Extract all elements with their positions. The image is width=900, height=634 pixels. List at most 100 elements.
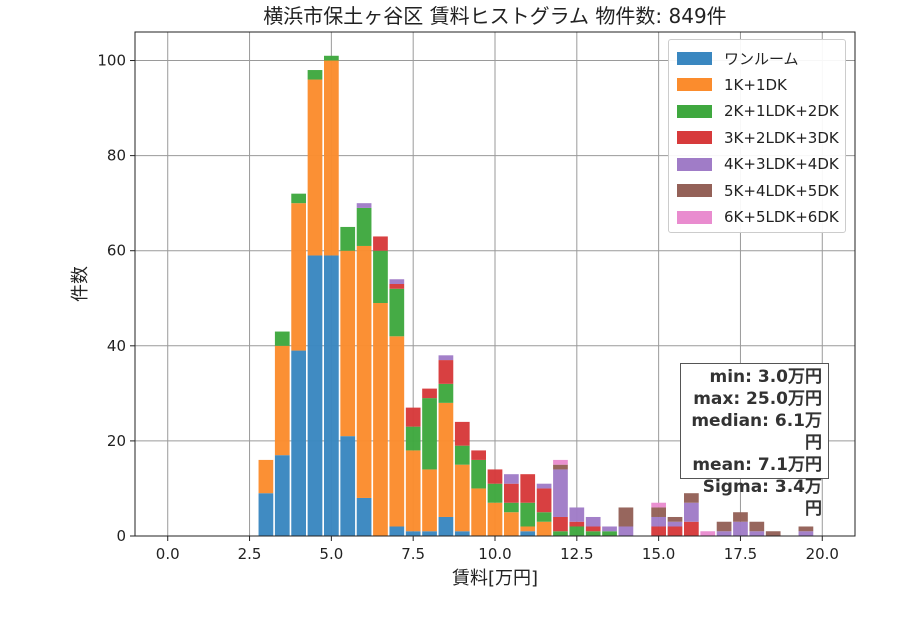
x-tick-label: 2.5 (238, 545, 262, 563)
bar-3-bin-17 (536, 488, 552, 513)
bar-1-bin-11 (438, 402, 454, 517)
bars (258, 55, 814, 537)
bar-1-bin-4 (324, 60, 339, 256)
x-tick-label: 10.0 (478, 545, 511, 563)
legend-swatch (677, 210, 712, 224)
legend-item: 2K+1LDK+2DK (677, 98, 839, 125)
bar-3-bin-16 (520, 474, 536, 503)
bar-0-bin-0 (258, 493, 274, 536)
x-tick-label: 7.5 (401, 545, 425, 563)
bar-3-bin-13 (471, 450, 486, 460)
bar-1-bin-8 (389, 336, 405, 527)
bar-1-bin-7 (373, 303, 388, 536)
bar-3-bin-12 (454, 421, 470, 446)
legend-swatch (677, 131, 712, 145)
x-axis-label: 賃料[万円] (452, 568, 538, 589)
bar-2-bin-3 (307, 70, 323, 80)
bar-5-bin-26 (684, 493, 699, 503)
bar-1-bin-12 (454, 464, 470, 532)
legend-swatch (677, 51, 712, 65)
bar-1-bin-5 (340, 250, 356, 437)
bar-2-bin-5 (340, 226, 356, 251)
bar-2-bin-16 (520, 502, 536, 527)
bar-5-bin-30 (749, 521, 765, 532)
stat-mean: mean: 7.1万円 (692, 455, 822, 475)
y-axis-ticks: 0 20 40 60 80 100 (97, 52, 135, 545)
legend-item: 3K+2LDK+3DK (677, 125, 839, 152)
bar-1-bin-2 (291, 203, 306, 351)
bar-4-bin-26 (684, 502, 699, 522)
bar-2-bin-15 (504, 502, 519, 513)
bar-2-bin-13 (471, 459, 486, 489)
stats-box: min: 3.0万円 max: 25.0万円 median: 6.1万円 mea… (680, 363, 829, 519)
x-tick-label: 5.0 (319, 545, 343, 563)
bar-0-bin-1 (274, 455, 290, 536)
x-tick-label: 12.5 (560, 545, 593, 563)
bar-0-bin-6 (356, 497, 372, 536)
y-tick-label: 60 (107, 242, 126, 260)
bar-5-bin-29 (733, 512, 748, 522)
bar-1-bin-10 (422, 469, 437, 532)
legend-swatch (677, 104, 712, 118)
bar-5-bin-25 (667, 516, 683, 522)
stat-median: median: 6.1万円 (691, 411, 822, 453)
bar-6-bin-27 (700, 531, 716, 536)
legend-item: 4K+3LDK+4DK (677, 151, 839, 178)
bar-1-bin-3 (307, 79, 323, 256)
bar-4-bin-18 (553, 469, 568, 517)
bar-5-bin-28 (716, 521, 732, 532)
bar-2-bin-6 (356, 207, 372, 246)
bar-2-bin-17 (536, 512, 552, 522)
legend-label: ワンルーム (724, 49, 799, 68)
bar-0-bin-4 (324, 255, 339, 537)
bar-0-bin-2 (291, 350, 306, 536)
x-tick-label: 20.0 (806, 545, 839, 563)
legend-label: 4K+3LDK+4DK (724, 155, 839, 174)
bar-4-bin-15 (504, 474, 519, 484)
bar-1-bin-1 (274, 345, 290, 456)
legend-item: 1K+1DK (677, 72, 837, 99)
y-tick-label: 100 (97, 52, 126, 70)
bar-0-bin-11 (438, 516, 454, 536)
bar-3-bin-9 (405, 407, 421, 427)
bar-2-bin-12 (454, 445, 470, 465)
y-axis-label: 件数 (70, 266, 91, 302)
bar-3-bin-20 (585, 526, 601, 532)
bar-4-bin-20 (585, 516, 601, 527)
bar-2-bin-1 (274, 331, 290, 346)
legend-label: 3K+2LDK+3DK (724, 128, 839, 147)
bar-5-bin-24 (651, 507, 666, 517)
legend-label: 6K+5LDK+6DK (724, 208, 839, 227)
bar-5-bin-31 (765, 531, 781, 536)
bar-5-bin-18 (553, 464, 568, 470)
legend-item: 5K+4LDK+5DK (677, 178, 839, 205)
bar-3-bin-24 (651, 526, 666, 536)
legend-item: ワンルーム (677, 45, 837, 72)
x-tick-label: 17.5 (724, 545, 757, 563)
stat-sigma: Sigma: 3.4万円 (702, 477, 822, 519)
bar-3-bin-26 (684, 521, 699, 536)
bar-2-bin-14 (487, 483, 503, 503)
bar-3-bin-7 (373, 236, 388, 251)
bar-6-bin-24 (651, 502, 666, 508)
bar-3-bin-18 (553, 516, 568, 532)
bar-2-bin-2 (291, 193, 306, 204)
legend-item: 6K+5LDK+6DK (677, 204, 839, 231)
bar-1-bin-6 (356, 245, 372, 498)
bar-4-bin-30 (749, 531, 765, 536)
bar-0-bin-5 (340, 436, 356, 536)
bar-4-bin-25 (667, 521, 683, 527)
chart-title: 横浜市保土ヶ谷区 賃料ヒストグラム 物件数: 849件 (263, 4, 726, 28)
bar-2-bin-19 (569, 526, 585, 536)
bar-5-bin-33 (798, 526, 814, 532)
bar-4-bin-11 (438, 355, 454, 361)
bar-0-bin-12 (454, 531, 470, 536)
bar-2-bin-8 (389, 288, 405, 337)
legend-swatch (677, 184, 712, 198)
bar-2-bin-18 (553, 531, 568, 536)
bar-3-bin-25 (667, 526, 683, 536)
legend-label: 5K+4LDK+5DK (724, 181, 839, 200)
y-tick-label: 20 (107, 432, 126, 450)
bar-1-bin-13 (471, 488, 486, 536)
